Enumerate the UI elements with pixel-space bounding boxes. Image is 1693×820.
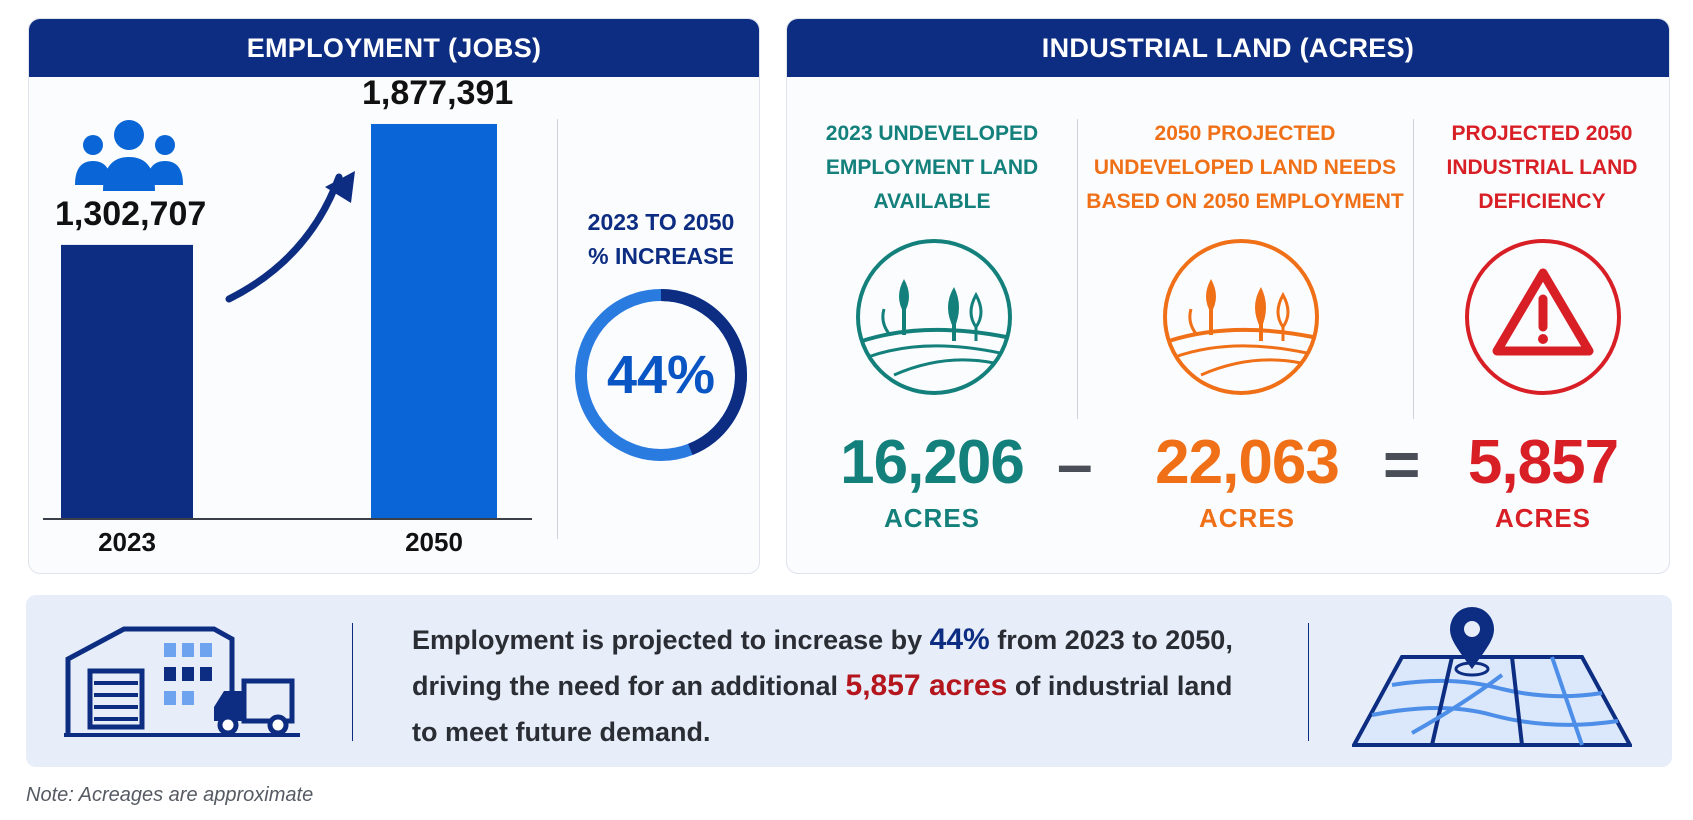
bar-value-label-2050: 1,877,391	[362, 73, 514, 112]
increase-label-line2: % INCREASE	[588, 243, 734, 269]
heading-line: PROJECTED 2050	[1451, 122, 1633, 145]
summary-line-3: to meet future demand.	[412, 709, 1252, 755]
donut-arc	[575, 289, 747, 461]
trees-landscape-icon	[1163, 239, 1319, 395]
warehouse-truck-icon	[64, 626, 300, 737]
footnote: Note: Acreages are approximate	[26, 784, 314, 806]
summary-part: driving the need for an additional	[412, 671, 846, 701]
increase-value: 44%	[607, 345, 715, 405]
strip-divider-left	[352, 623, 353, 741]
increase-donut: 44%	[575, 289, 747, 461]
available-land-unit: ACRES	[883, 503, 980, 533]
deficiency-heading: PROJECTED 2050 INDUSTRIAL LAND DEFICIENC…	[1413, 117, 1669, 219]
heading-line: INDUSTRIAL LAND	[1446, 156, 1638, 179]
employment-bar-chart	[43, 123, 532, 520]
industrial-title: INDUSTRIAL LAND (ACRES)	[787, 19, 1669, 77]
heading-line: 2050 PROJECTED	[1154, 122, 1336, 145]
summary-highlight-percent: 44%	[929, 623, 990, 656]
summary-strip: Employment is projected to increase by 4…	[26, 595, 1672, 767]
heading-line: BASED ON 2050 EMPLOYMENT	[1086, 190, 1404, 213]
growth-arrow-icon	[225, 173, 343, 303]
available-land-heading: 2023 UNDEVELOPED EMPLOYMENT LAND AVAILAB…	[787, 117, 1077, 219]
trees-landscape-icon	[856, 239, 1012, 395]
heading-line: 2023 UNDEVELOPED	[825, 122, 1039, 145]
summary-line-1: Employment is projected to increase by 4…	[412, 617, 1252, 663]
heading-line: EMPLOYMENT LAND	[825, 156, 1039, 179]
summary-text: Employment is projected to increase by 4…	[412, 617, 1252, 755]
people-group-icon	[75, 120, 183, 191]
summary-part: to meet future demand.	[412, 717, 711, 747]
increase-label: 2023 TO 2050 % INCREASE	[561, 205, 759, 273]
equals-operator: =	[1383, 428, 1421, 500]
bar-2050	[371, 123, 497, 519]
minus-operator: –	[1057, 428, 1093, 500]
panel-divider	[557, 119, 558, 539]
growth-arrow-head	[325, 171, 355, 203]
projected-need-heading: 2050 PROJECTED UNDEVELOPED LAND NEEDS BA…	[1067, 117, 1423, 219]
industrial-panel: INDUSTRIAL LAND (ACRES) 2023 UNDEVELOPED…	[786, 18, 1670, 574]
summary-part: of industrial land	[1007, 671, 1233, 701]
employment-panel: EMPLOYMENT (JOBS) 1,302,707 1,877,391 20…	[28, 18, 760, 574]
bar-2023	[61, 244, 193, 519]
heading-line: UNDEVELOPED LAND NEEDS	[1093, 156, 1397, 179]
column-divider-2	[1413, 119, 1414, 419]
warning-triangle-icon	[1465, 239, 1621, 395]
heading-line: DEFICIENCY	[1478, 190, 1606, 213]
heading-line: AVAILABLE	[873, 190, 991, 213]
deficiency-unit: ACRES	[1494, 503, 1591, 533]
map-pin-icon	[1352, 607, 1632, 747]
deficiency-value: 5,857	[1467, 428, 1619, 497]
summary-part: Employment is projected to increase by	[412, 625, 930, 655]
bar-category-2023: 2023	[98, 527, 156, 557]
projected-need-unit: ACRES	[1198, 503, 1295, 533]
employment-title: EMPLOYMENT (JOBS)	[29, 19, 759, 77]
summary-highlight-acres: 5,857 acres	[845, 669, 1008, 702]
summary-part: from 2023 to 2050,	[989, 625, 1233, 655]
increase-label-line1: 2023 TO 2050	[587, 209, 735, 235]
available-land-value: 16,206	[840, 428, 1025, 497]
projected-need-value: 22,063	[1155, 428, 1340, 497]
bar-category-2050: 2050	[405, 527, 463, 557]
bar-value-label-2023: 1,302,707	[55, 194, 207, 233]
column-divider-1	[1077, 119, 1078, 419]
summary-line-2: driving the need for an additional 5,857…	[412, 663, 1252, 709]
strip-divider-right	[1308, 623, 1309, 741]
